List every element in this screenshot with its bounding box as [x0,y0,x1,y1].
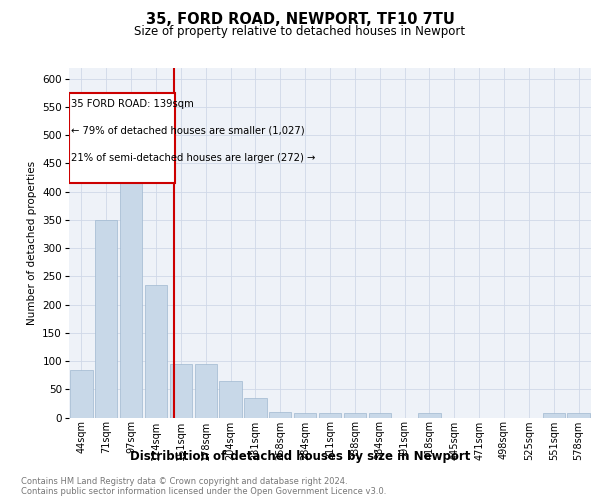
Bar [170,364,192,418]
Text: 35 FORD ROAD: 139sqm: 35 FORD ROAD: 139sqm [71,98,194,108]
Bar [368,413,391,418]
Bar [120,146,142,418]
Bar [294,413,316,418]
Text: Contains HM Land Registry data © Crown copyright and database right 2024.: Contains HM Land Registry data © Crown c… [21,478,347,486]
Bar [542,413,565,418]
Text: 35, FORD ROAD, NEWPORT, TF10 7TU: 35, FORD ROAD, NEWPORT, TF10 7TU [146,12,454,28]
Bar [70,370,92,418]
Text: Size of property relative to detached houses in Newport: Size of property relative to detached ho… [134,25,466,38]
Text: 21% of semi-detached houses are larger (272) →: 21% of semi-detached houses are larger (… [71,154,316,164]
Bar [220,381,242,418]
Bar [194,364,217,418]
Bar [145,285,167,418]
Text: ← 79% of detached houses are smaller (1,027): ← 79% of detached houses are smaller (1,… [71,126,305,136]
Bar [95,220,118,418]
Y-axis label: Number of detached properties: Number of detached properties [27,160,37,324]
Bar [568,413,590,418]
Bar [269,412,292,418]
Bar [418,413,440,418]
Text: Contains public sector information licensed under the Open Government Licence v3: Contains public sector information licen… [21,488,386,496]
Bar [319,413,341,418]
Text: Distribution of detached houses by size in Newport: Distribution of detached houses by size … [130,450,470,463]
Bar [244,398,266,417]
Bar [69,93,175,183]
Bar [344,413,366,418]
